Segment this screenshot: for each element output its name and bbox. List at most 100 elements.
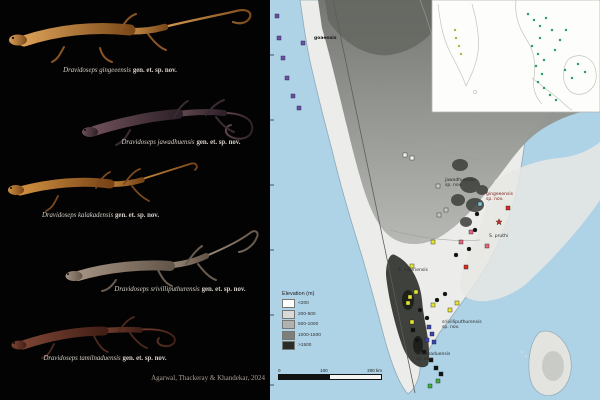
locality-marker: [431, 339, 437, 345]
elevation-legend: Elevation (m) <200 200-500 500-1000 1000-15…: [282, 291, 321, 352]
elevation-anamalai: [402, 290, 414, 310]
inset-locality-point: [563, 68, 567, 72]
locality-marker: [424, 315, 430, 321]
locality-marker: [280, 55, 286, 61]
species-suffix: gen. et. sp. nov.: [196, 139, 241, 146]
inset-locality-point: [530, 44, 534, 48]
legend-class-label: 500-1000: [298, 322, 319, 327]
locality-marker: [424, 337, 430, 343]
inset-locality-point: [538, 36, 542, 40]
locality-marker: [443, 207, 449, 213]
inset-locality-point: [538, 24, 542, 28]
locality-marker: [410, 327, 416, 333]
scale-tick-end: 200 km: [367, 368, 382, 373]
legend-class-label: <200: [298, 301, 309, 306]
locality-marker: [290, 93, 296, 99]
locality-marker: [438, 371, 444, 377]
inset-locality-point: [558, 38, 562, 42]
locality-marker: [435, 183, 441, 189]
species-label: Dravidoseps jawadhuensis gen. et. sp. no…: [95, 139, 267, 147]
species-panel: Dravidoseps gingeeensis gen. et. sp. nov…: [0, 0, 270, 400]
legend-swatch: [282, 341, 295, 350]
legend-swatch: [282, 299, 295, 308]
elevation-eastern-hills: [451, 159, 488, 227]
locality-marker: [274, 13, 280, 19]
legend-title: Elevation (m): [282, 291, 315, 297]
locality-marker: [296, 105, 302, 111]
inset-locality-point: [548, 93, 552, 97]
locality-marker: [405, 300, 411, 306]
locality-marker: [436, 212, 442, 218]
species-label: Dravidoseps gingeeensis gen. et. sp. nov…: [20, 67, 220, 75]
elevation-plains: [460, 142, 600, 302]
scale-tick-mid: 100: [320, 368, 328, 373]
inset-locality-point: [553, 48, 557, 52]
inset-locality-point: [542, 86, 546, 90]
inset-locality-point: [564, 28, 568, 32]
legend-class-label: 1000-1500: [298, 332, 321, 338]
locality-marker: [300, 40, 306, 46]
locality-marker: [477, 201, 483, 207]
locality-marker: [407, 294, 413, 300]
inset-locality-point: [536, 52, 540, 56]
species-suffix: gen. et. sp. nov.: [122, 355, 167, 362]
inset-locality-point: [534, 64, 538, 68]
locality-marker: [430, 239, 436, 245]
locality-marker: [417, 307, 423, 313]
legend-swatch: [282, 309, 295, 319]
locality-marker: [421, 349, 427, 355]
legend-class-label: >1500: [298, 343, 312, 348]
species-suffix: gen. et. sp. nov.: [201, 286, 246, 293]
locality-marker: [428, 357, 434, 363]
locality-marker: [447, 307, 453, 313]
legend-swatch: [282, 330, 295, 340]
inset-locality-point: [453, 28, 457, 32]
species-binomial: Dravidoseps gingeeensis: [63, 67, 131, 74]
locality-marker: [409, 155, 415, 161]
locality-marker: [453, 252, 459, 258]
skink-illustration-gingeeensis: [9, 9, 252, 63]
inset-locality-point: [554, 98, 558, 102]
locality-marker: [426, 324, 432, 330]
legend-row: 500-1000: [282, 320, 321, 329]
locality-marker: [433, 365, 439, 371]
scale-bar: 0 100 200 km: [278, 368, 382, 380]
locality-marker: [430, 302, 436, 308]
locality-marker: [435, 378, 441, 384]
locality-marker: [276, 35, 282, 41]
locality-marker: [458, 239, 464, 245]
inset-locality-point: [457, 44, 461, 48]
locality-marker: [474, 211, 480, 217]
map-canvas: [270, 0, 600, 400]
locality-marker: [442, 291, 448, 297]
elevation-north-dark: [325, 0, 450, 56]
legend-row: <200: [282, 299, 321, 308]
latitude-ticks: [270, 54, 274, 386]
inset-locality-point: [536, 80, 540, 84]
inset-locality-point: [454, 36, 458, 40]
locality-marker: [402, 152, 408, 158]
figure-attribution: Agarwal, Thackeray & Khandekar, 2024: [151, 374, 265, 382]
locality-marker: [284, 75, 290, 81]
locality-marker: [429, 331, 435, 337]
inset-locality-point: [550, 28, 554, 32]
locality-marker: [413, 289, 419, 295]
skink-illustration-tamilnaduensis: [11, 316, 176, 359]
skink-illustration-jawadhuensis: [82, 99, 254, 146]
locality-marker: [468, 229, 474, 235]
inset-locality-point: [544, 16, 548, 20]
scale-tick-start: 0: [278, 368, 281, 373]
distribution-map: goaensis jawadhuensis sp. nov. gingeeensis…: [270, 0, 600, 400]
species-binomial: Dravidoseps tamilnaduensis: [43, 355, 121, 362]
locality-marker: [463, 264, 469, 270]
inset-coastlines: [437, 0, 597, 111]
locality-marker: [434, 297, 440, 303]
species-label: Dravidoseps kalakadensis gen. et. sp. no…: [8, 212, 193, 220]
locality-marker: [427, 383, 433, 389]
inset-locality-point: [542, 58, 546, 62]
locality-marker: [495, 218, 503, 226]
locality-marker: [484, 243, 490, 249]
locality-marker: [505, 205, 511, 211]
species-binomial: Dravidoseps jawadhuensis: [121, 139, 195, 146]
